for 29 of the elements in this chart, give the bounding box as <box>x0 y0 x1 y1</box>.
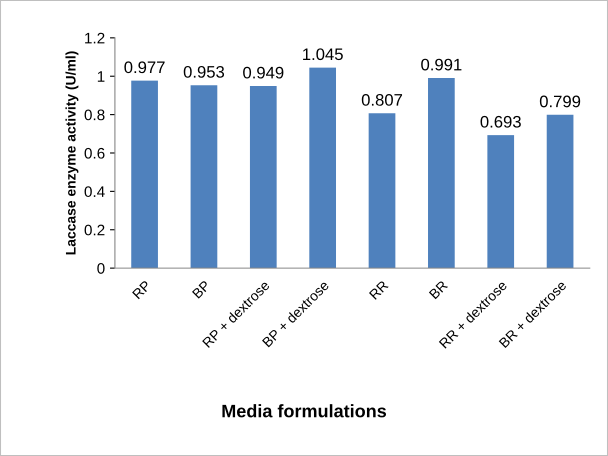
x-axis-title: Media formulations <box>222 404 386 418</box>
bar <box>250 86 277 268</box>
data-label: 0.991 <box>421 58 462 70</box>
y-tick-label: 1 <box>98 71 104 82</box>
data-label: 0.799 <box>540 96 580 108</box>
bar <box>368 113 396 268</box>
data-label: 0.977 <box>124 61 165 74</box>
bar <box>131 80 158 268</box>
y-axis-title: Laccase enzyme activity (U/ml) <box>65 51 78 254</box>
bar <box>190 85 218 268</box>
y-tick-label: 0.6 <box>84 148 105 159</box>
bar <box>309 68 336 268</box>
y-tick-label: 0.4 <box>84 186 105 198</box>
data-label: 1.045 <box>303 48 343 60</box>
y-tick-label: 0.8 <box>84 109 105 120</box>
x-tick-label: BP <box>192 280 211 299</box>
y-tick-label: 0.2 <box>84 224 104 236</box>
data-label: 0.953 <box>184 66 224 78</box>
bar <box>546 114 574 268</box>
bar <box>487 135 514 268</box>
x-tick-label: BR <box>428 280 448 300</box>
x-tick-label: RP <box>132 280 152 300</box>
data-label: 0.949 <box>243 66 284 79</box>
y-tick-label: 1.2 <box>85 32 104 44</box>
data-label: 0.807 <box>362 94 402 106</box>
x-tick-label: RR <box>368 280 389 300</box>
y-tick-label: 0 <box>97 262 105 274</box>
data-label: 0.693 <box>480 116 521 128</box>
bar <box>428 78 455 268</box>
